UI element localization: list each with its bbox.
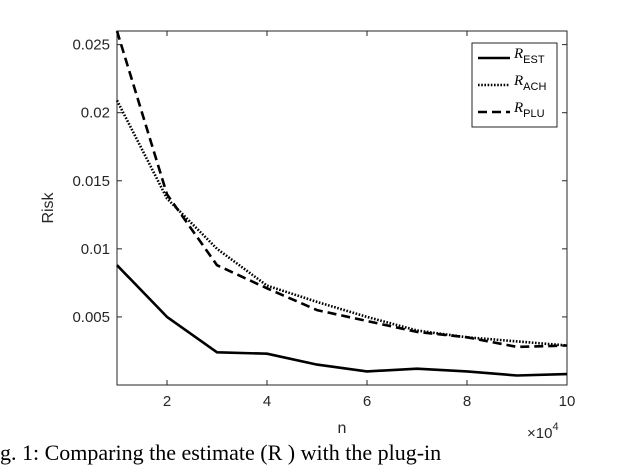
risk-chart: 2 4 6 8 10 0.005 0.01 0.015 0.02 0.025 Risk n ×10… (40, 30, 575, 440)
y-tick-label: 0.02 (81, 105, 110, 122)
y-tick-label: 0.025 (72, 37, 110, 54)
x-tick-label: 6 (363, 393, 371, 410)
y-tick-label: 0.01 (81, 241, 110, 258)
legend-label-ach: RACH (513, 73, 546, 93)
legend-label-est: REST (513, 46, 545, 66)
y-axis-label: Risk (40, 191, 57, 223)
x-tick-label: 8 (463, 393, 471, 410)
series-line-est (116, 264, 568, 377)
series-line-ach (115, 99, 568, 347)
x-axis-label: n (338, 420, 347, 437)
series-line-plu (115, 30, 568, 349)
legend: REST RACH RPLU (471, 42, 558, 128)
legend-items: REST RACH RPLU (478, 46, 546, 120)
legend-label-plu: RPLU (513, 100, 545, 120)
figure-caption: g. 1: Comparing the estimate (R ) with t… (0, 440, 442, 465)
x-scale-multiplier: ×104 (527, 421, 559, 440)
series-lines (115, 30, 568, 377)
y-tick-label: 0.015 (72, 173, 110, 190)
axis-ticks: 2 4 6 8 10 0.005 0.01 0.015 0.02 0.025 (72, 31, 575, 410)
x-tick-label: 10 (559, 393, 576, 410)
y-tick-label: 0.005 (72, 309, 110, 326)
x-tick-label: 2 (163, 393, 171, 410)
x-tick-label: 4 (263, 393, 271, 410)
